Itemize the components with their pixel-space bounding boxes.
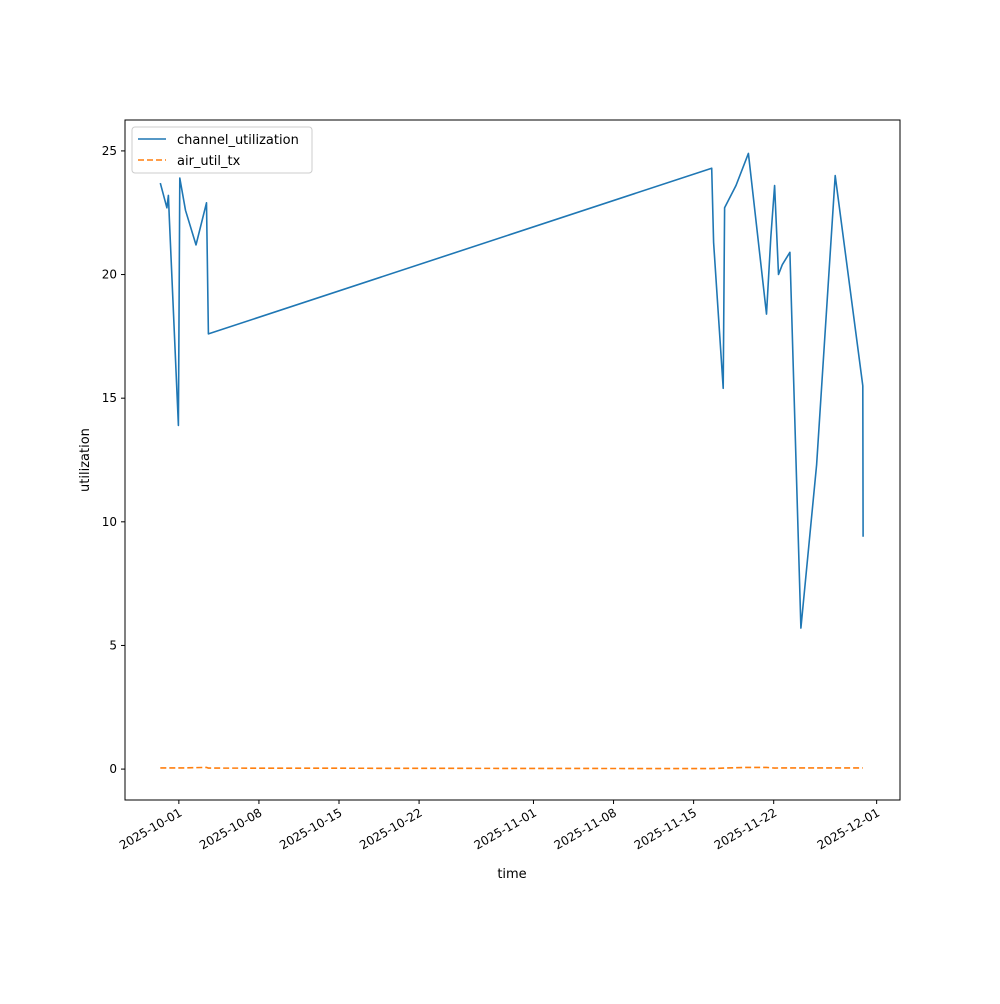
x-tick-label: 2025-10-01 <box>117 805 184 852</box>
x-axis-label: time <box>497 867 526 882</box>
legend-box <box>131 126 313 174</box>
x-tick-label: 2025-11-01 <box>472 805 539 852</box>
x-tick-label: 2025-10-08 <box>197 805 264 852</box>
legend-label: air_util_tx <box>177 154 241 169</box>
x-tick-label: 2025-10-22 <box>357 805 424 852</box>
y-tick-label: 25 <box>102 144 117 158</box>
y-tick-label: 5 <box>109 638 117 652</box>
x-tick-label: 2025-11-22 <box>712 805 779 852</box>
x-ticks: 2025-10-01 2025-10-08 2025-10-15 2025-10-22… <box>117 800 882 852</box>
series-line-air-util-tx <box>160 766 863 770</box>
y-tick-label: 15 <box>102 391 117 405</box>
x-tick-label: 2025-11-08 <box>552 805 619 852</box>
y-axis-label: utilization <box>78 428 93 492</box>
y-tick-label: 20 <box>102 268 117 282</box>
legend-label: channel_utilization <box>177 133 299 148</box>
x-tick-label: 2025-10-15 <box>277 805 344 852</box>
x-tick-label: 2025-12-01 <box>815 805 882 852</box>
series-line-channel-utilization <box>159 152 864 629</box>
y-tick-label: 0 <box>109 762 117 776</box>
x-tick-label: 2025-11-15 <box>632 805 699 852</box>
y-tick-label: 10 <box>102 515 117 529</box>
axes-frame <box>124 119 901 801</box>
legend: channel_utilization air_util_tx <box>131 126 313 174</box>
y-ticks: 0 5 10 15 20 25 <box>102 144 125 776</box>
lines-layer <box>159 152 864 770</box>
